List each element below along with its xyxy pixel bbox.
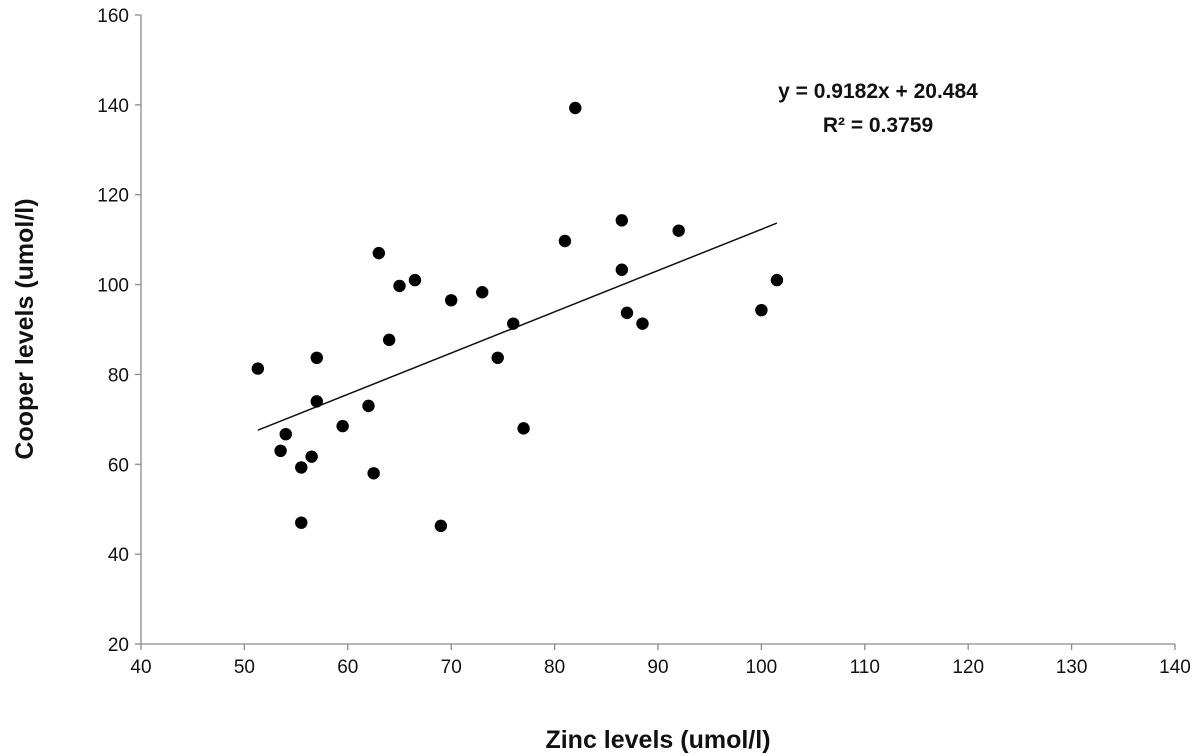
data-point (434, 519, 448, 533)
x-tick-label: 100 (746, 657, 778, 678)
data-point (445, 294, 458, 307)
y-tick-label: 140 (97, 96, 129, 117)
x-tick-label: 60 (337, 657, 358, 678)
y-tick-label: 160 (97, 6, 129, 27)
y-tick-label: 40 (108, 545, 129, 566)
y-tick-label: 120 (97, 186, 129, 207)
data-point (770, 273, 784, 287)
data-point (382, 333, 396, 347)
data-point (295, 461, 308, 474)
x-tick-label: 70 (441, 657, 462, 678)
data-point (310, 351, 323, 365)
r-squared-label: R² = 0.3759 (823, 114, 933, 137)
x-tick-label: 110 (850, 657, 880, 678)
data-point (408, 273, 422, 287)
data-point (295, 516, 308, 529)
data-point (279, 427, 292, 441)
data-point (615, 214, 629, 227)
x-axis-ticks: 40 50 60 70 80 90 100 110 120 130 140 (130, 644, 1191, 678)
y-tick-label: 100 (97, 276, 129, 297)
data-point (372, 246, 386, 260)
y-tick-label: 20 (108, 635, 129, 656)
data-point (393, 279, 406, 293)
data-point (491, 351, 504, 365)
data-point (517, 422, 530, 435)
data-point (615, 263, 629, 276)
data-point (636, 317, 649, 330)
x-tick-label: 90 (647, 657, 668, 678)
data-point (251, 362, 265, 375)
trendline-equation: y = 0.9182x + 20.484 (778, 80, 978, 103)
axes (140, 15, 1175, 645)
y-axis-ticks: 20 40 60 80 100 120 140 160 (97, 6, 141, 656)
y-tick-label: 80 (108, 365, 129, 386)
x-tick-label: 40 (130, 657, 151, 678)
data-point (672, 224, 685, 237)
data-point (476, 286, 489, 299)
x-tick-label: 140 (1159, 657, 1191, 678)
data-point (362, 399, 375, 413)
y-axis-title: Cooper levels (umol/l) (11, 198, 39, 459)
data-point (310, 395, 323, 408)
data-point (305, 450, 318, 463)
x-axis-title: Zinc levels (umol/l) (545, 726, 770, 754)
data-point (274, 444, 287, 458)
data-point (755, 303, 768, 317)
y-tick-label: 60 (108, 455, 129, 476)
data-points (251, 101, 784, 533)
x-tick-label: 120 (952, 657, 984, 678)
x-tick-label: 130 (1056, 657, 1088, 678)
data-point (367, 467, 380, 480)
x-tick-label: 50 (234, 657, 255, 678)
x-tick-label: 80 (544, 657, 565, 678)
data-point (620, 306, 634, 320)
data-point (336, 419, 349, 433)
data-point (569, 101, 582, 115)
data-point (558, 234, 572, 248)
data-point (507, 317, 520, 330)
